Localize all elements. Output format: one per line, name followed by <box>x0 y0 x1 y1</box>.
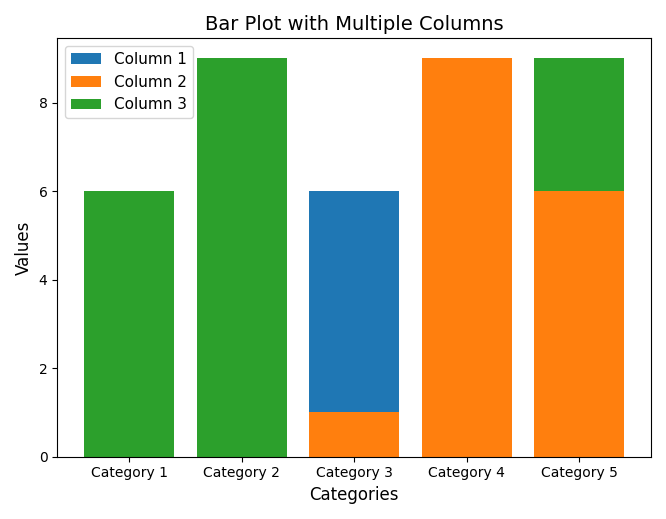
Bar <box>196 58 286 457</box>
Bar <box>309 413 399 457</box>
Bar <box>309 191 399 413</box>
Bar <box>534 191 624 457</box>
X-axis label: Categories: Categories <box>309 486 399 504</box>
Legend: Column 1, Column 2, Column 3: Column 1, Column 2, Column 3 <box>65 46 192 118</box>
Bar <box>422 58 511 457</box>
Title: Bar Plot with Multiple Columns: Bar Plot with Multiple Columns <box>204 15 503 34</box>
Y-axis label: Values: Values <box>15 221 33 275</box>
Bar <box>534 58 624 191</box>
Bar <box>84 191 174 457</box>
